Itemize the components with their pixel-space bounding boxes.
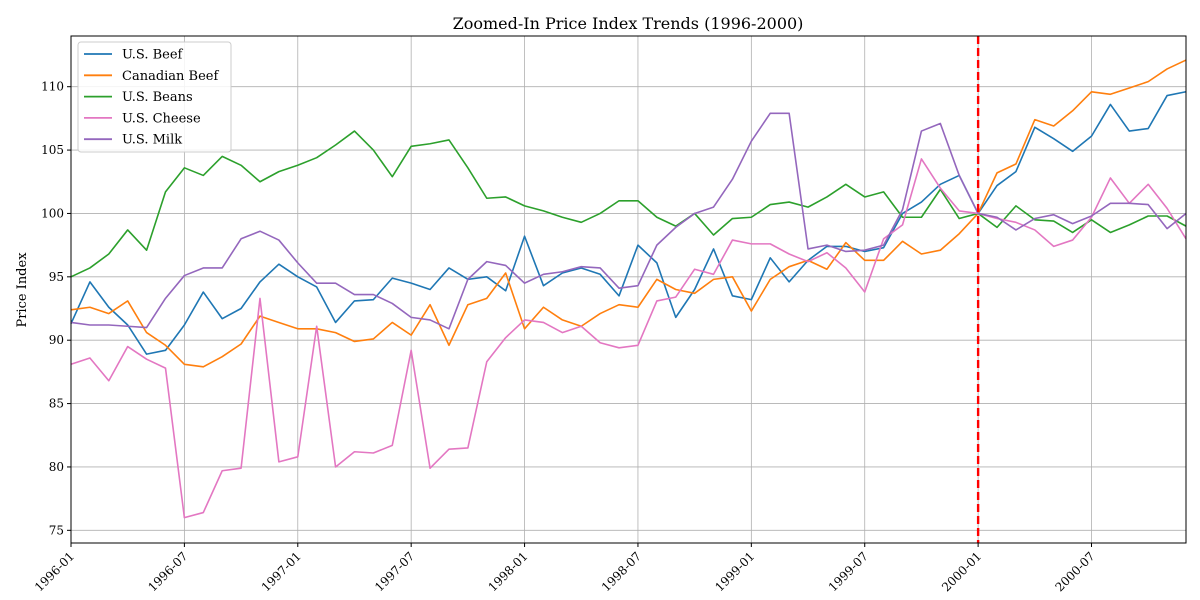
y-tick-label: 85 [49,397,64,411]
y-tick-label: 105 [41,143,64,157]
x-tick-label: 2000-01 [939,549,984,594]
x-tick-label: 1996-07 [145,549,190,594]
y-tick-label: 75 [49,523,64,537]
y-tick-label: 95 [49,270,64,284]
legend-label: U.S. Milk [122,133,182,148]
y-tick-label: 100 [41,206,64,220]
x-tick-label: 2000-07 [1052,549,1097,594]
x-tick-label: 1997-07 [372,549,417,594]
legend-label: U.S. Beans [122,90,193,105]
y-tick-label: 110 [41,80,64,94]
y-axis-label: Price Index [15,252,30,328]
y-tick-label: 80 [49,460,64,474]
legend-label: Canadian Beef [122,69,219,84]
x-tick-label: 1999-07 [826,549,871,594]
legend-label: U.S. Cheese [122,111,201,126]
x-tick-label: 1997-01 [259,549,304,594]
x-tick-label: 1998-07 [599,549,644,594]
legend-box [77,41,232,153]
x-axis: 1996-01 1996-07 1997-01 1997-07 1998-01 1998-… [32,543,1098,594]
y-tick-label: 90 [49,333,64,347]
grid [70,36,1186,543]
chart-title: Zoomed-In Price Index Trends (1996-2000) [453,14,804,33]
series-lines [70,59,1187,519]
x-tick-label: 1996-01 [32,549,77,594]
legend: U.S. Beef Canadian Beef U.S. Beans U.S. Che… [77,41,232,153]
x-tick-label: 1999-01 [712,549,757,594]
series-line-u-s-beans [70,130,1187,278]
series-line-u-s-cheese [70,158,1187,519]
series-line-u-s-beef [70,90,1187,355]
plot-frame [70,35,1187,544]
legend-label: U.S. Beef [122,48,184,63]
y-axis: 75 80 85 90 95 100 105 110 [41,80,71,537]
x-tick-label: 1998-01 [486,549,531,594]
series-line-u-s-milk [70,112,1187,330]
